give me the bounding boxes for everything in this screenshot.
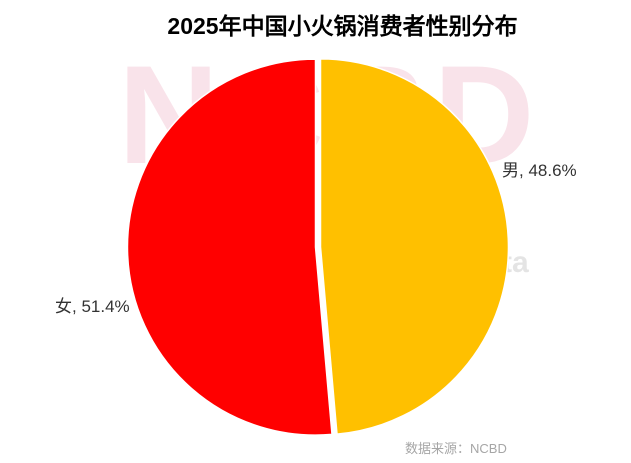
pie-slice-female <box>126 58 333 436</box>
pie-slice-male <box>319 58 510 435</box>
data-label-female: 女, 51.4% <box>55 297 130 316</box>
data-label-male: 男, 48.6% <box>502 161 577 180</box>
chart-title: 2025年中国小火锅消费者性别分布 <box>167 13 518 39</box>
source-note: 数据来源：NCBD <box>405 441 507 456</box>
